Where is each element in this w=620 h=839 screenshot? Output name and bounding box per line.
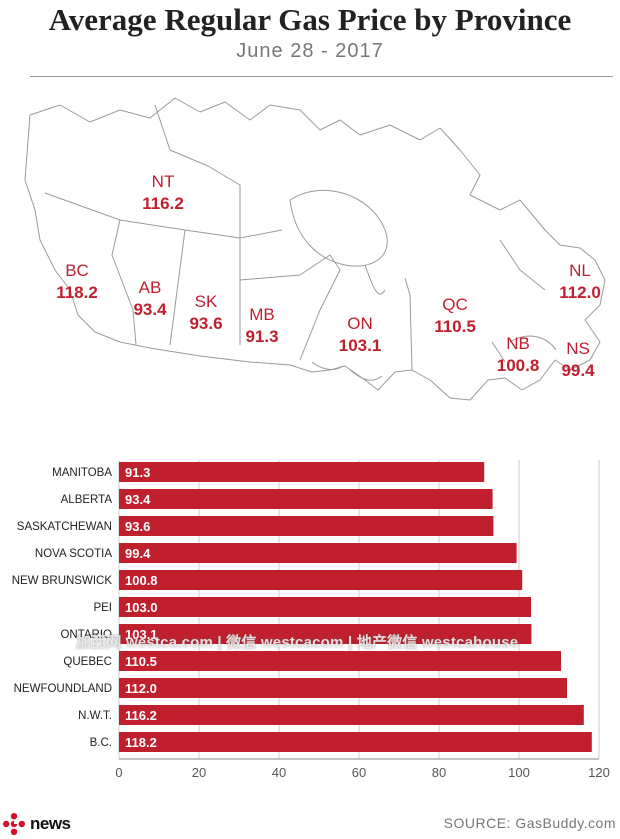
label-nl: NL 112.0: [559, 261, 601, 302]
label-on-abbr: ON: [347, 314, 373, 333]
border-ab-sk: [169, 229, 186, 346]
label-nb-abbr: NB: [506, 334, 530, 353]
border-on-qc: [404, 277, 413, 371]
border-qc-nb: [491, 341, 506, 363]
bar: [119, 516, 494, 536]
category-label: ALBERTA: [61, 494, 113, 506]
label-nl-price: 112.0: [559, 283, 601, 302]
label-nb-price: 100.8: [497, 356, 540, 375]
hudson-bay: [289, 189, 388, 267]
watermark-text: 加西网 westca.com | 微信 westcacom | 地产微信 wes…: [76, 634, 519, 651]
label-ab: AB 93.4: [133, 278, 167, 319]
map-labels: NT 116.2 BC 118.2 AB 93.4 SK 93.6 MB 91.3 ON 1…: [56, 172, 601, 380]
label-ns-abbr: NS: [566, 339, 590, 358]
coastline: [24, 97, 606, 401]
label-ab-abbr: AB: [139, 278, 162, 297]
label-sk-abbr: SK: [195, 292, 218, 311]
great-lakes: [311, 361, 383, 381]
bar-chart: MANITOBA 91.3 ALBERTA 93.4 SASKATCHEWAN 93.6 N…: [12, 460, 610, 780]
logo-news-text: news: [30, 814, 71, 833]
x-tick-label: 120: [588, 765, 610, 780]
category-label: B.C.: [90, 737, 112, 749]
label-bc-price: 118.2: [56, 283, 98, 302]
category-label: NEWFOUNDLAND: [14, 683, 112, 695]
bar-value-label: 110.5: [125, 654, 157, 669]
label-ns-price: 99.4: [561, 361, 595, 380]
label-nb: NB 100.8: [497, 334, 540, 375]
bar: [119, 705, 584, 725]
source-note: SOURCE: GasBuddy.com: [443, 815, 616, 831]
label-ab-price: 93.4: [133, 300, 167, 319]
bar-value-label: 112.0: [125, 681, 157, 696]
x-axis: 0 20 40 60 80 100 120: [115, 758, 610, 780]
bar-value-label: 100.8: [125, 573, 158, 588]
bar-value-label: 91.3: [125, 465, 150, 480]
bar: [119, 570, 523, 590]
bar: [119, 651, 561, 671]
x-tick-label: 100: [508, 765, 530, 780]
category-label: NOVA SCOTIA: [35, 548, 112, 560]
label-nt: NT 116.2: [142, 172, 184, 213]
bar: [119, 732, 592, 752]
label-bc: BC 118.2: [56, 261, 98, 302]
label-sk: SK 93.6: [189, 292, 222, 333]
bars: MANITOBA 91.3 ALBERTA 93.4 SASKATCHEWAN 93.6 N…: [12, 462, 592, 752]
label-qc: QC 110.5: [434, 295, 476, 336]
bar: [119, 543, 517, 563]
label-qc-abbr: QC: [442, 295, 468, 314]
label-mb: MB 91.3: [245, 305, 278, 346]
canada-map: NT 116.2 BC 118.2 AB 93.4 SK 93.6 MB 91.3 ON 1…: [24, 97, 606, 401]
category-label: N.W.T.: [78, 710, 112, 722]
label-nt-price: 116.2: [142, 194, 184, 213]
x-tick-label: 40: [272, 765, 286, 780]
chart-subtitle: June 28 - 2017: [236, 40, 384, 62]
label-on-price: 103.1: [339, 336, 382, 355]
bar: [119, 597, 531, 617]
cbc-news-logo: news: [2, 812, 71, 836]
james-bay: [364, 264, 386, 295]
label-mb-price: 91.3: [245, 327, 278, 346]
bar: [119, 678, 567, 698]
cbc-gem-icon: [2, 813, 25, 835]
bar: [119, 462, 485, 482]
x-tick-label: 20: [192, 765, 206, 780]
gulf-st-lawrence: [509, 335, 557, 351]
bar-value-label: 99.4: [125, 546, 151, 561]
bar-value-label: 118.2: [125, 735, 157, 750]
category-label: NEW BRUNSWICK: [12, 575, 113, 587]
category-label: QUEBEC: [63, 656, 112, 668]
category-label: MANITOBA: [52, 467, 112, 479]
label-nt-abbr: NT: [152, 172, 175, 191]
x-tick-label: 60: [352, 765, 366, 780]
bar: [119, 624, 532, 644]
category-label: ONTARIO: [60, 629, 112, 641]
label-sk-price: 93.6: [189, 314, 222, 333]
bar-value-label: 103.0: [125, 600, 158, 615]
map-outline: [24, 97, 606, 401]
label-on: ON 103.1: [339, 314, 382, 355]
label-bc-abbr: BC: [65, 261, 89, 280]
label-qc-price: 110.5: [434, 317, 476, 336]
bar-value-label: 93.4: [125, 492, 151, 507]
chart-title: Average Regular Gas Price by Province: [48, 2, 572, 37]
x-tick-label: 80: [432, 765, 446, 780]
label-ns: NS 99.4: [561, 339, 595, 380]
bar-value-label: 93.6: [125, 519, 150, 534]
border-qc-nl: [499, 239, 546, 291]
label-mb-abbr: MB: [249, 305, 275, 324]
category-label: PEI: [93, 602, 112, 614]
title-divider: [30, 76, 613, 77]
label-nl-abbr: NL: [569, 261, 591, 280]
bar-value-label: 103.1: [125, 627, 158, 642]
bar-value-label: 116.2: [125, 708, 157, 723]
border-bc-ab: [111, 219, 137, 346]
bar: [119, 489, 493, 509]
category-label: SASKATCHEWAN: [17, 521, 112, 533]
x-tick-label: 0: [115, 765, 122, 780]
border-nt-nu: [154, 104, 241, 238]
